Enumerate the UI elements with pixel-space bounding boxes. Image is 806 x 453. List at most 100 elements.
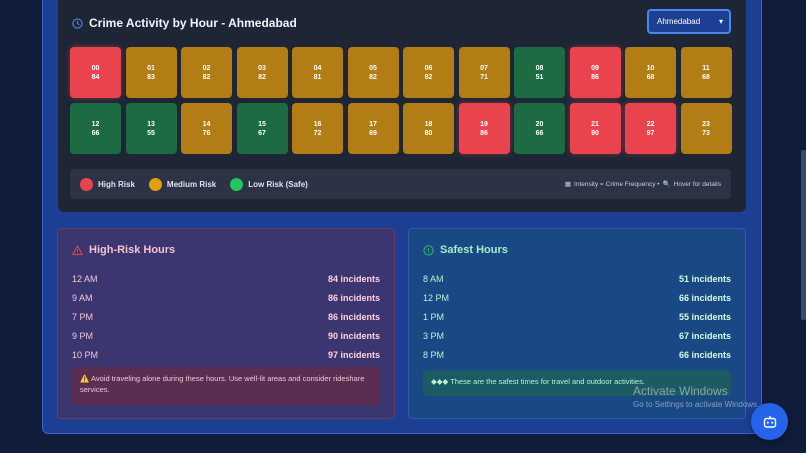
hour-cell-hour: 16 (313, 120, 322, 128)
hour-cell-13[interactable]: 13 55 (125, 103, 177, 154)
high-risk-notice-text: Avoid traveling alone during these hours… (80, 374, 365, 394)
hour-cell-15[interactable]: 15 67 (236, 103, 288, 154)
hour-cell-count: 83 (147, 73, 155, 81)
hour-cell-10[interactable]: 10 68 (625, 47, 676, 98)
list-item: 10 PM 97 incidents (72, 345, 380, 364)
hour-cell-hour: 23 (702, 120, 710, 128)
chart-icon: ▦ (564, 181, 572, 188)
chatbot-button[interactable] (751, 403, 788, 440)
list-item-count: 51 incidents (678, 273, 731, 284)
hour-cell-count: 51 (535, 73, 544, 81)
list-item: 12 PM 66 incidents (423, 288, 731, 307)
hour-cell-18[interactable]: 18 80 (403, 103, 454, 154)
hour-cell-count: 82 (424, 73, 433, 81)
hour-cell-00[interactable]: 00 84 (70, 47, 121, 98)
heatmap-title-text: Crime Activity by Hour - Ahmedabad (89, 16, 297, 30)
hour-cell-22[interactable]: 22 97 (625, 103, 676, 154)
hour-cell-count: 72 (313, 129, 322, 137)
hour-cell-12[interactable]: 12 66 (70, 103, 121, 154)
hour-cell-count: 97 (646, 129, 655, 137)
safest-panel: Safest Hours 8 AM 51 incidents 12 PM 66 inc… (408, 228, 746, 419)
legend-low-label: Low Risk (Safe) (248, 179, 308, 189)
hour-cell-14[interactable]: 14 76 (181, 103, 232, 154)
legend-note-text: Intensity = Crime Frequency • (574, 180, 660, 188)
list-item-time: 7 PM (72, 311, 94, 322)
list-item-time: 1 PM (423, 311, 445, 322)
list-item: 8 AM 51 incidents (423, 269, 731, 288)
hour-heatmap-grid: 00 84 01 83 02 82 03 82 04 81 05 82 06 82 07 71 08 51 09 86… (70, 47, 732, 154)
list-item-count: 86 incidents (327, 311, 380, 322)
hour-cell-19[interactable]: 19 86 (458, 103, 510, 154)
hour-cell-hour: 02 (202, 64, 211, 72)
hour-cell-hour: 01 (147, 64, 155, 72)
hour-cell-hour: 05 (369, 64, 377, 72)
list-item-time: 9 AM (72, 292, 93, 303)
list-item-count: 90 incidents (327, 330, 380, 341)
hour-cell-05[interactable]: 05 82 (347, 47, 399, 98)
high-risk-title: High-Risk Hours (72, 244, 175, 256)
hour-cell-17[interactable]: 17 69 (347, 103, 399, 154)
list-item: 12 AM 84 incidents (72, 269, 380, 288)
safest-title: Safest Hours (423, 244, 508, 256)
robot-icon (763, 415, 776, 428)
warning-icon (72, 244, 83, 255)
hour-cell-hour: 22 (646, 120, 655, 128)
hour-cell-count: 80 (424, 129, 433, 137)
hour-cell-hour: 08 (535, 64, 544, 72)
page-scrollbar[interactable] (801, 150, 806, 320)
safest-notice-text: ◆◆◆ These are the safest times for trave… (431, 377, 645, 386)
hour-cell-06[interactable]: 06 82 (403, 47, 454, 98)
list-item-count: 66 incidents (678, 349, 731, 360)
heatmap-title: Crime Activity by Hour - Ahmedabad (72, 15, 297, 31)
hour-cell-count: 82 (202, 73, 211, 81)
hour-cell-01[interactable]: 01 83 (125, 47, 177, 98)
hour-cell-count: 86 (480, 129, 488, 137)
hour-cell-count: 66 (91, 129, 100, 137)
hour-cell-count: 82 (369, 73, 377, 81)
city-select[interactable]: Ahmedabad ▾ (647, 9, 731, 34)
list-item-time: 12 AM (72, 273, 98, 284)
hour-cell-09[interactable]: 09 86 (569, 47, 621, 98)
high-risk-dot-icon (80, 177, 93, 191)
magnifier-icon: 🔍 (662, 181, 671, 188)
hour-cell-hour: 00 (91, 64, 100, 72)
hour-cell-04[interactable]: 04 81 (292, 47, 343, 98)
list-item-time: 10 PM (72, 349, 99, 360)
list-item-time: 3 PM (423, 330, 445, 341)
hour-cell-03[interactable]: 03 82 (236, 47, 288, 98)
hour-cell-hour: 14 (202, 120, 211, 128)
hour-cell-11[interactable]: 11 68 (680, 47, 732, 98)
hour-cell-23[interactable]: 23 73 (680, 103, 732, 154)
hour-cell-21[interactable]: 21 90 (569, 103, 621, 154)
chevron-down-icon: ▾ (718, 17, 723, 26)
hour-cell-16[interactable]: 16 72 (292, 103, 343, 154)
hour-cell-02[interactable]: 02 82 (181, 47, 232, 98)
watermark-line2: Go to Settings to activate Windows. (633, 400, 760, 409)
hour-cell-count: 69 (369, 129, 377, 137)
hour-cell-hour: 10 (646, 64, 655, 72)
hour-cell-count: 67 (258, 129, 266, 137)
hour-cell-07[interactable]: 07 71 (458, 47, 510, 98)
safest-notice: ◆◆◆ These are the safest times for trave… (423, 370, 731, 396)
high-risk-list: 12 AM 84 incidents 9 AM 86 incidents 7 PM 86 … (72, 269, 380, 364)
list-item-count: 97 incidents (327, 349, 380, 360)
list-item-count: 84 incidents (327, 273, 380, 284)
list-item-time: 8 AM (423, 273, 444, 284)
hour-cell-hour: 12 (91, 120, 100, 128)
windows-activation-watermark: Activate Windows Go to Settings to activ… (633, 384, 759, 409)
low-risk-dot-icon (230, 177, 244, 191)
hour-cell-hour: 06 (424, 64, 433, 72)
hour-cell-hour: 03 (258, 64, 266, 72)
high-risk-title-text: High-Risk Hours (89, 244, 176, 256)
list-item: 1 PM 55 incidents (423, 307, 731, 326)
hour-cell-08[interactable]: 08 51 (514, 47, 565, 98)
hour-cell-20[interactable]: 20 66 (514, 103, 565, 154)
hour-cell-hour: 15 (258, 120, 266, 128)
clock-icon (72, 17, 83, 29)
watermark-line1: Activate Windows (633, 384, 728, 398)
hour-cell-hour: 21 (591, 120, 599, 128)
hour-cell-count: 68 (702, 73, 710, 81)
safest-list: 8 AM 51 incidents 12 PM 66 incidents 1 PM 55 … (423, 269, 731, 364)
list-item-count: 86 incidents (327, 292, 380, 303)
list-item: 8 PM 66 incidents (423, 345, 731, 364)
